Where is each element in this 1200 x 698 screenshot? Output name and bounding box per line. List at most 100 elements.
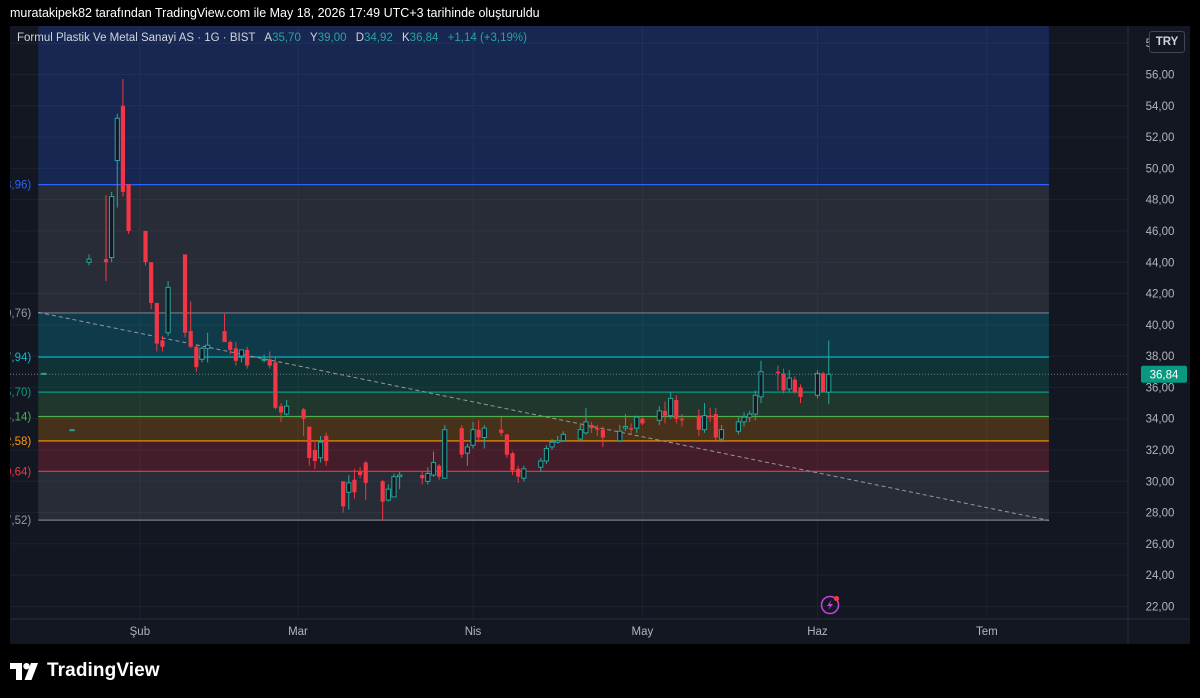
symbol-legend: Formul Plastik Ve Metal Sanayi AS · 1G ·… bbox=[17, 32, 527, 44]
candle-body bbox=[278, 406, 284, 413]
open-value: 35,70 bbox=[272, 32, 301, 44]
candle bbox=[114, 113, 120, 208]
candle bbox=[317, 435, 324, 463]
candle-body bbox=[577, 429, 583, 440]
candle-body bbox=[273, 362, 278, 408]
price-axis[interactable]: 22,00 24,00 26,00 28,00 30,00 32,00 34,00 36,00… bbox=[1146, 38, 1175, 613]
candle-body bbox=[103, 259, 109, 263]
candle-body bbox=[109, 196, 115, 259]
fib-zone bbox=[38, 357, 1049, 393]
candle bbox=[634, 415, 640, 433]
candle-body bbox=[549, 441, 555, 448]
candle bbox=[301, 407, 306, 436]
price-tick-label: 52,00 bbox=[1146, 132, 1175, 144]
candle-body bbox=[758, 371, 764, 398]
candle bbox=[600, 426, 605, 447]
candle-body bbox=[713, 414, 718, 438]
fib-level-label: 1 (40,76) bbox=[10, 308, 31, 320]
candle-body bbox=[425, 472, 431, 482]
candle bbox=[555, 435, 561, 444]
candle-body bbox=[470, 429, 476, 446]
candle bbox=[459, 424, 464, 458]
low-value: 34,92 bbox=[364, 32, 393, 44]
currency-button[interactable]: TRY bbox=[1149, 31, 1185, 53]
candle bbox=[194, 345, 199, 372]
candle-body bbox=[679, 418, 685, 421]
candle bbox=[278, 403, 284, 422]
candle bbox=[696, 409, 701, 436]
candle-body bbox=[86, 258, 92, 263]
candle-body bbox=[718, 429, 725, 440]
fib-zone bbox=[38, 184, 1049, 313]
candle bbox=[499, 417, 504, 436]
candle-body bbox=[741, 416, 747, 423]
candle-body bbox=[775, 371, 781, 374]
candle-body bbox=[560, 433, 566, 442]
candlestick-chart[interactable]: 1,618 (48,96) 1 (40,76) 0,786 (37,94) 0,618… bbox=[10, 26, 1190, 644]
candle bbox=[668, 392, 674, 419]
candle bbox=[154, 302, 159, 352]
candles bbox=[41, 79, 832, 521]
candle bbox=[476, 420, 481, 443]
price-tick-label: 56,00 bbox=[1146, 70, 1175, 82]
candle-body bbox=[747, 413, 753, 418]
time-tick-label: Mar bbox=[288, 626, 308, 638]
candle bbox=[385, 484, 391, 502]
candle-body bbox=[589, 424, 594, 429]
chart-background bbox=[10, 26, 1190, 644]
time-tick-label: Tem bbox=[976, 626, 998, 638]
candle-body bbox=[629, 428, 634, 430]
fibonacci-extension[interactable]: 1,618 (48,96) 1 (40,76) 0,786 (37,94) 0,618… bbox=[10, 26, 1049, 527]
candle bbox=[312, 440, 318, 469]
tradingview-logo[interactable]: TradingView bbox=[10, 658, 160, 684]
high-label: Y bbox=[310, 32, 318, 44]
candle-body bbox=[595, 428, 600, 430]
candle bbox=[747, 410, 753, 422]
candle-body bbox=[814, 372, 821, 396]
candle-body bbox=[307, 426, 312, 458]
chart-area[interactable]: 1,618 (48,96) 1 (40,76) 0,786 (37,94) 0,618… bbox=[10, 26, 1190, 644]
candle bbox=[267, 351, 272, 369]
candle-body bbox=[430, 462, 437, 476]
candle bbox=[103, 194, 109, 282]
candle-body bbox=[640, 418, 645, 424]
candle bbox=[363, 460, 368, 501]
candle bbox=[504, 434, 509, 458]
candle-body bbox=[154, 302, 159, 344]
candle-body bbox=[701, 415, 708, 431]
candle-body bbox=[228, 342, 233, 350]
candle bbox=[261, 354, 267, 363]
candle bbox=[622, 414, 629, 432]
candle bbox=[521, 465, 527, 482]
fib-level-label: 0,236 (30,64) bbox=[10, 466, 31, 478]
time-axis[interactable]: Şub Mar Nis May Haz Tem bbox=[130, 626, 998, 638]
time-tick-label: Şub bbox=[130, 626, 150, 638]
candle bbox=[307, 426, 312, 466]
candle bbox=[380, 479, 385, 521]
candle bbox=[233, 342, 238, 366]
candle bbox=[713, 407, 718, 441]
candle bbox=[629, 423, 634, 435]
candle bbox=[814, 370, 821, 399]
candle-body bbox=[696, 415, 701, 430]
low-label: D bbox=[355, 32, 365, 44]
candle bbox=[781, 368, 786, 394]
candle-body bbox=[188, 331, 193, 347]
lightning-alert-icon[interactable] bbox=[820, 595, 840, 615]
candle bbox=[617, 424, 623, 443]
candle-body bbox=[516, 468, 521, 477]
close-label: K bbox=[402, 32, 410, 44]
candle-body bbox=[126, 184, 131, 231]
last-price-tag-bg bbox=[1141, 365, 1187, 383]
candle bbox=[510, 451, 515, 476]
price-tick-label: 24,00 bbox=[1146, 570, 1175, 582]
candle bbox=[662, 401, 668, 424]
price-tick-label: 46,00 bbox=[1146, 226, 1175, 238]
candle-body bbox=[222, 331, 227, 343]
candle-body bbox=[499, 429, 504, 433]
candle-body bbox=[233, 348, 238, 361]
candle-body bbox=[781, 373, 786, 391]
candle bbox=[589, 421, 594, 433]
candle bbox=[708, 407, 713, 422]
candle-body bbox=[352, 479, 357, 493]
